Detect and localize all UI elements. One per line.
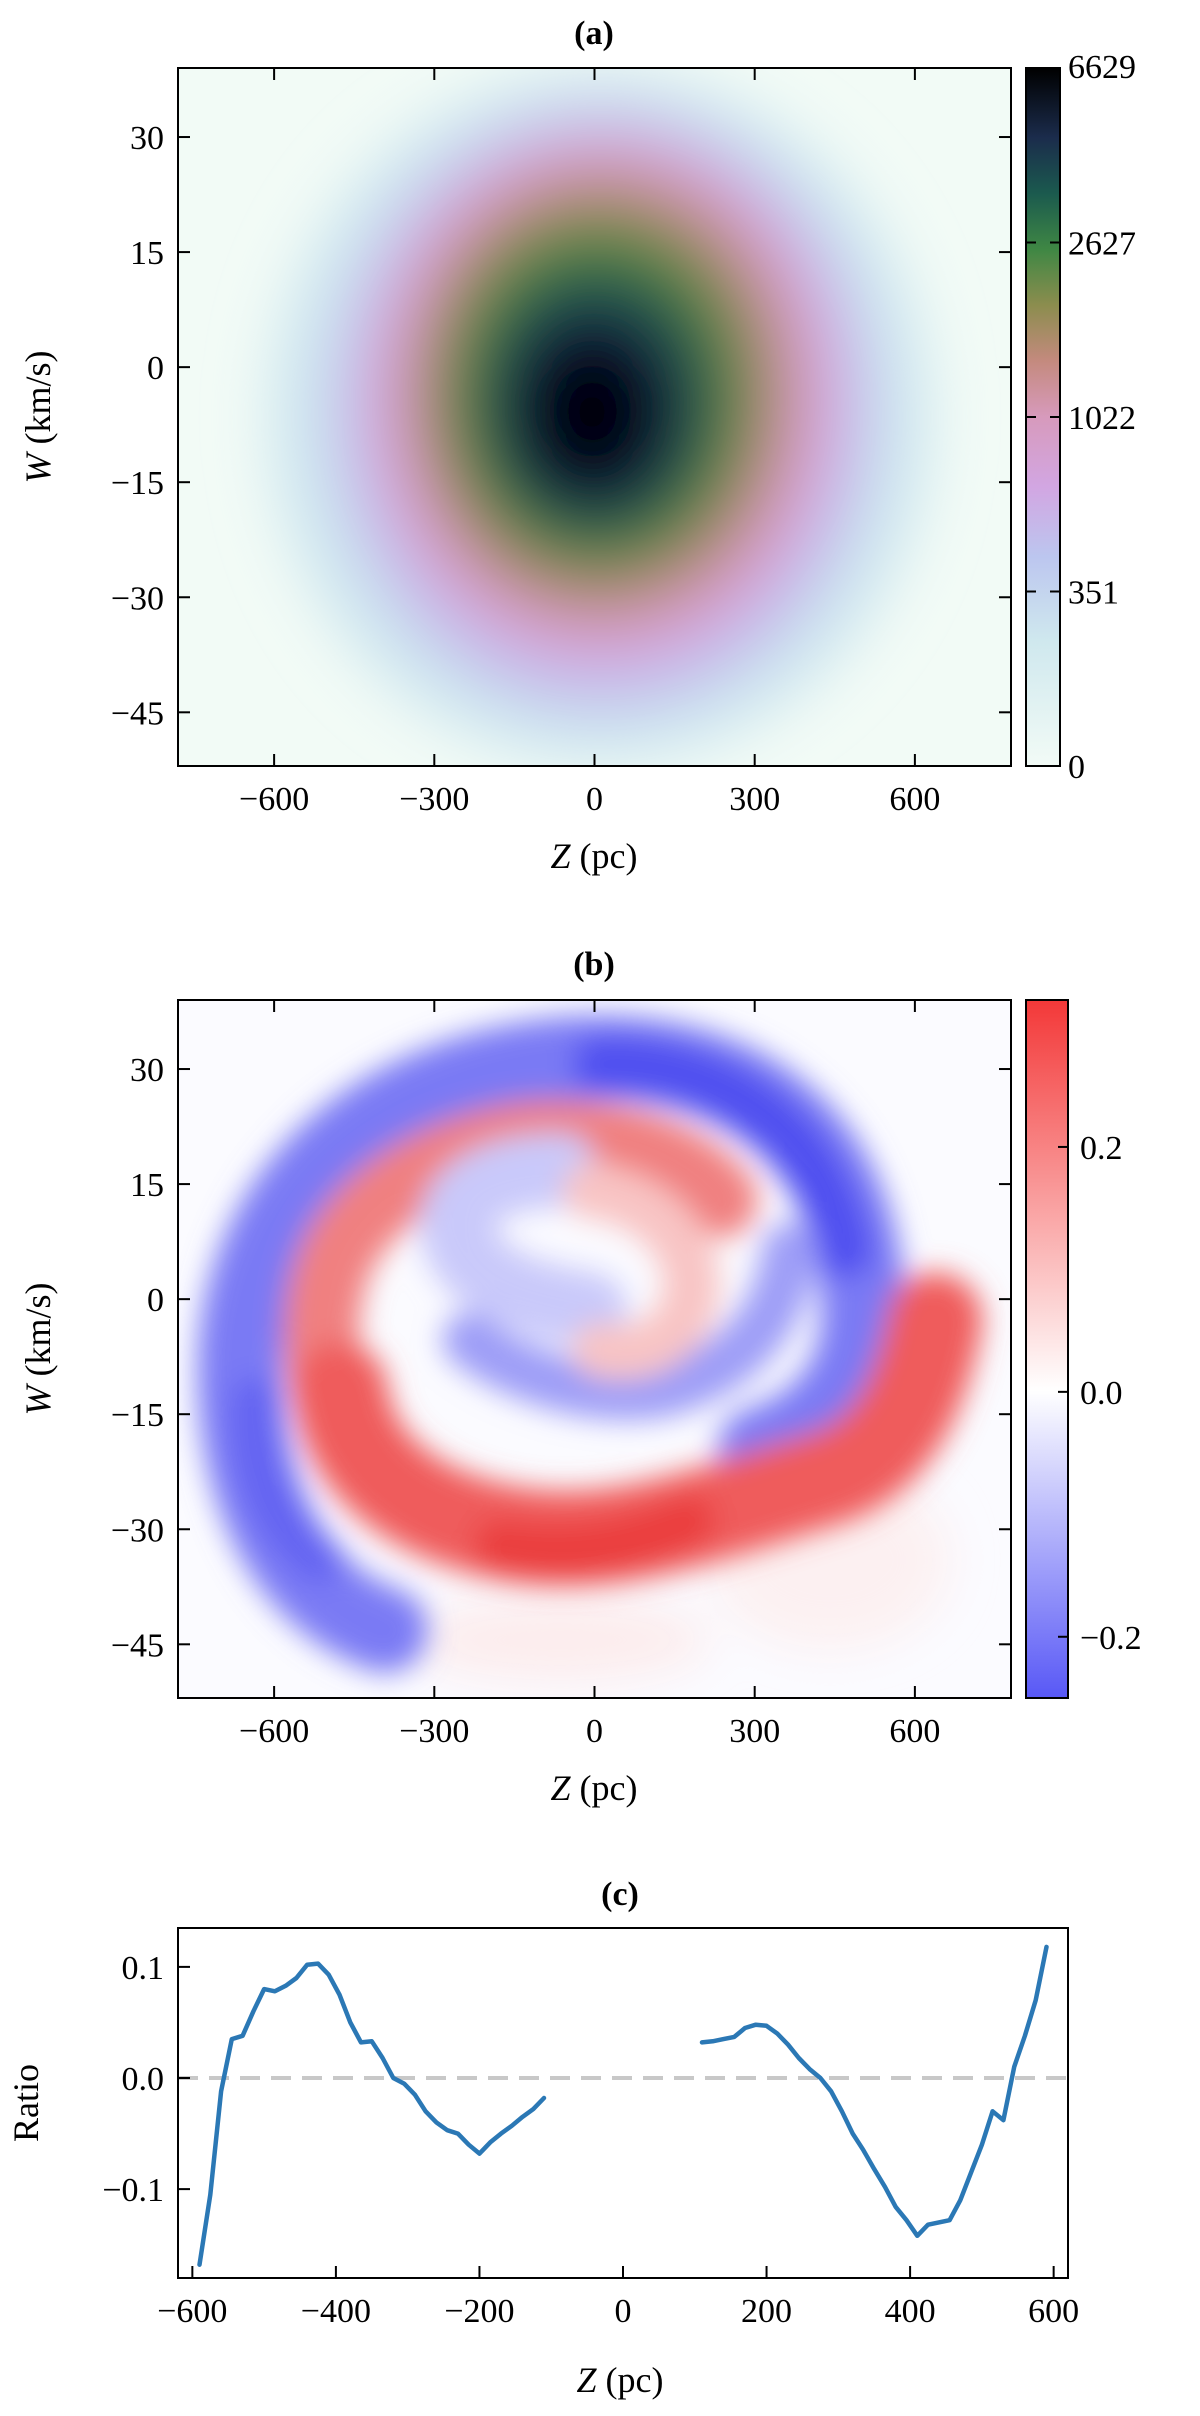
- y-tick-label: −15: [111, 465, 164, 502]
- panel-c-ylabel: Ratio: [6, 2064, 46, 2142]
- x-tick-label: 300: [729, 781, 780, 818]
- y-tick-label: −30: [111, 1512, 164, 1549]
- panel-a: (a) −600 −300 0 300 600 30 15 0 −15 −30 −45 Z (pc…: [18, 15, 1136, 876]
- panel-a-xlabel: Z (pc): [551, 836, 638, 876]
- panel-c: (c) −600 −400 −200 0 200 400 600 0.1 0.0 −0.1 Z …: [6, 1876, 1079, 2400]
- panel-b-colorbar: 0.2 0.0 −0.2: [1025, 999, 1142, 1699]
- panel-b-colorbar-ticks: 0.2 0.0 −0.2: [1058, 1130, 1142, 1657]
- panel-b-ylabel: W (km/s): [18, 1283, 58, 1416]
- y-tick-label: 0.0: [122, 2061, 165, 2098]
- x-tick-label: −600: [239, 1713, 309, 1750]
- x-tick-label: −300: [399, 1713, 469, 1750]
- x-tick-label: 400: [885, 2293, 936, 2330]
- y-tick-label: 0: [147, 1282, 164, 1319]
- panel-b-x-axis: −600 −300 0 300 600: [239, 1000, 940, 1750]
- panel-c-xlabel: Z (pc): [577, 2360, 664, 2400]
- panel-b-title: (b): [573, 946, 615, 983]
- density-heatmap: [178, 68, 1011, 766]
- x-tick-label: 0: [586, 1713, 603, 1750]
- y-tick-label: 0.1: [122, 1950, 165, 1987]
- y-tick-label: −15: [111, 1397, 164, 1434]
- phase-spiral-heatmap: [178, 1000, 1011, 1698]
- x-tick-label: −600: [239, 781, 309, 818]
- x-tick-label: 0: [615, 2293, 632, 2330]
- panel-c-title: (c): [601, 1876, 639, 1913]
- y-tick-label: 30: [130, 1052, 164, 1089]
- x-tick-label: −200: [444, 2293, 514, 2330]
- y-tick-label: 15: [130, 235, 164, 272]
- ratio-line-left: [197, 1961, 547, 2267]
- x-tick-label: 0: [586, 781, 603, 818]
- x-tick-label: 200: [741, 2293, 792, 2330]
- x-tick-label: −600: [157, 2293, 227, 2330]
- y-tick-label: −45: [111, 1627, 164, 1664]
- y-tick-label: 0: [147, 350, 164, 387]
- x-tick-label: −300: [399, 781, 469, 818]
- panel-c-y-axis: 0.1 0.0 −0.1: [102, 1950, 190, 2209]
- panel-a-colorbar-ticks: 6629 2627 1022 351 0: [1026, 49, 1136, 786]
- y-tick-label: −0.1: [102, 2172, 164, 2209]
- y-tick-label: −30: [111, 580, 164, 617]
- panel-a-x-axis: −600 −300 0 300 600: [239, 68, 940, 818]
- y-tick-label: 30: [130, 120, 164, 157]
- x-tick-label: 600: [889, 1713, 940, 1750]
- colorbar-tick-label: 0.2: [1080, 1130, 1123, 1167]
- panel-a-colorbar: 6629 2627 1022 351 0: [1025, 49, 1136, 786]
- colorbar-tick-label: 0.0: [1080, 1375, 1123, 1412]
- panel-b: (b) −600 −30: [18, 946, 1142, 1808]
- y-tick-label: −45: [111, 695, 164, 732]
- ratio-series: [197, 1944, 1049, 2267]
- x-tick-label: 300: [729, 1713, 780, 1750]
- panel-b-y-axis: 30 15 0 −15 −30 −45: [111, 1052, 1011, 1664]
- x-tick-label: −400: [301, 2293, 371, 2330]
- y-tick-label: 15: [130, 1167, 164, 1204]
- x-tick-label: 600: [889, 781, 940, 818]
- ratio-line-right: [699, 1944, 1049, 2239]
- colorbar-tick-label: −0.2: [1080, 1620, 1142, 1657]
- panel-a-ylabel: W (km/s): [18, 351, 58, 484]
- panel-a-title: (a): [574, 15, 614, 52]
- x-tick-label: 600: [1028, 2293, 1079, 2330]
- panel-a-y-axis: 30 15 0 −15 −30 −45: [111, 120, 1011, 732]
- colorbar-tick-label: 1022: [1068, 400, 1136, 437]
- colorbar-tick-label: 0: [1068, 749, 1085, 786]
- panel-c-x-axis: −600 −400 −200 0 200 400 600: [157, 2266, 1079, 2330]
- panel-b-xlabel: Z (pc): [551, 1768, 638, 1808]
- colorbar-tick-label: 6629: [1068, 49, 1136, 86]
- colorbar-tick-label: 351: [1068, 575, 1119, 612]
- colorbar-tick-label: 2627: [1068, 226, 1136, 263]
